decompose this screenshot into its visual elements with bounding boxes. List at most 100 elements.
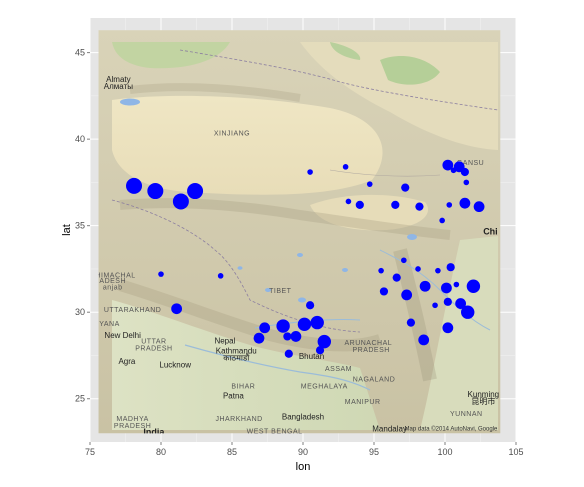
data-point xyxy=(442,322,454,334)
map-label: Bhutan xyxy=(299,352,324,361)
y-tick-label: 25 xyxy=(75,394,85,404)
map-label: NAGALAND xyxy=(353,376,396,383)
y-tick-label: 40 xyxy=(75,134,85,144)
vegetation-region xyxy=(112,42,230,69)
data-point xyxy=(378,267,384,274)
river xyxy=(379,249,491,331)
map-label: MADHYA xyxy=(116,416,148,423)
data-point xyxy=(284,349,293,358)
map-label: UTTAR xyxy=(141,338,166,345)
map-label: Kathmandu xyxy=(216,347,257,356)
data-point xyxy=(401,289,413,301)
data-point xyxy=(379,287,389,296)
x-tick-label: 105 xyxy=(508,447,523,457)
data-point xyxy=(466,279,481,293)
data-point xyxy=(455,298,467,309)
map-label: ADESH xyxy=(99,278,126,285)
data-point xyxy=(391,200,400,210)
data-point xyxy=(217,273,224,279)
map-label: XINJIANG xyxy=(214,131,250,138)
gobi-region xyxy=(300,42,498,150)
map-label: Nepal xyxy=(214,336,235,345)
map-label: ARYANA xyxy=(89,321,120,328)
mountain-shading xyxy=(393,248,437,382)
x-tick-label: 90 xyxy=(298,447,308,457)
x-tick-label: 80 xyxy=(156,447,166,457)
vegetation-region xyxy=(330,42,361,60)
data-point xyxy=(435,267,441,274)
data-point xyxy=(342,164,349,170)
data-point xyxy=(253,332,265,344)
data-point xyxy=(459,197,471,209)
data-point xyxy=(126,177,143,194)
data-point xyxy=(453,281,460,288)
border-line xyxy=(329,169,441,177)
data-point xyxy=(315,346,325,355)
data-point xyxy=(415,266,421,272)
lake xyxy=(265,288,271,292)
data-point xyxy=(461,305,475,319)
map-label: anjab xyxy=(103,285,123,292)
data-point xyxy=(147,183,164,200)
data-point xyxy=(366,181,373,187)
lake xyxy=(237,266,243,270)
vegetation-region xyxy=(380,56,440,85)
map-label: Patna xyxy=(223,392,244,401)
mountain-shading xyxy=(118,279,382,352)
data-point xyxy=(473,201,485,213)
data-point xyxy=(355,200,364,210)
map-label: HIMACHAL xyxy=(95,273,135,280)
river xyxy=(184,344,371,391)
data-point xyxy=(418,334,430,346)
map-label: Chi xyxy=(483,226,498,236)
data-point xyxy=(283,332,292,341)
map-label: Mandalay xyxy=(372,425,407,434)
map-label: WEST BENGAL xyxy=(247,428,303,435)
map-label: ASSAM xyxy=(325,366,352,373)
x-axis-title: lon xyxy=(296,461,311,473)
map-label: ARUNACHAL xyxy=(344,340,392,347)
x-tick-label: 85 xyxy=(227,447,237,457)
x-tick-label: 75 xyxy=(85,447,95,457)
lake xyxy=(297,253,303,257)
data-point xyxy=(317,334,331,349)
map-label: India xyxy=(143,427,165,437)
lake xyxy=(407,234,417,240)
data-point xyxy=(446,263,455,272)
plains-region xyxy=(112,300,380,430)
map-label: Lucknow xyxy=(159,361,191,370)
map-label: JHARKHAND xyxy=(215,416,262,423)
lake xyxy=(120,98,140,106)
data-point xyxy=(401,257,407,264)
border-line xyxy=(179,49,499,111)
data-point xyxy=(463,179,470,186)
data-point xyxy=(446,202,453,208)
data-point xyxy=(310,315,324,330)
data-point xyxy=(441,282,452,294)
map-label: PRADESH xyxy=(114,423,151,430)
map-label: TIBET xyxy=(269,288,292,295)
x-axis-ticks: 75 80 85 90 95 100 105 xyxy=(85,442,524,457)
map-label: Алматы xyxy=(104,82,133,91)
data-point xyxy=(172,193,189,210)
data-point xyxy=(432,302,438,309)
mountain-shading xyxy=(129,83,301,102)
map-label: New Delhi xyxy=(104,331,141,340)
data-point xyxy=(460,167,469,177)
data-point xyxy=(419,280,431,292)
x-tick-label: 95 xyxy=(369,447,379,457)
data-point xyxy=(171,303,183,315)
data-point xyxy=(401,183,410,192)
y-axis-title: lat xyxy=(61,224,73,236)
data-point xyxy=(345,198,352,205)
map-label: BIHAR xyxy=(231,383,255,390)
data-point xyxy=(392,273,401,282)
y-tick-label: 30 xyxy=(75,307,85,317)
data-point xyxy=(158,271,164,277)
map-label: PRADESH xyxy=(135,345,172,352)
data-point xyxy=(406,318,416,327)
data-point xyxy=(442,159,454,171)
data-point xyxy=(297,317,312,332)
map-label: 昆明市 xyxy=(471,396,495,406)
